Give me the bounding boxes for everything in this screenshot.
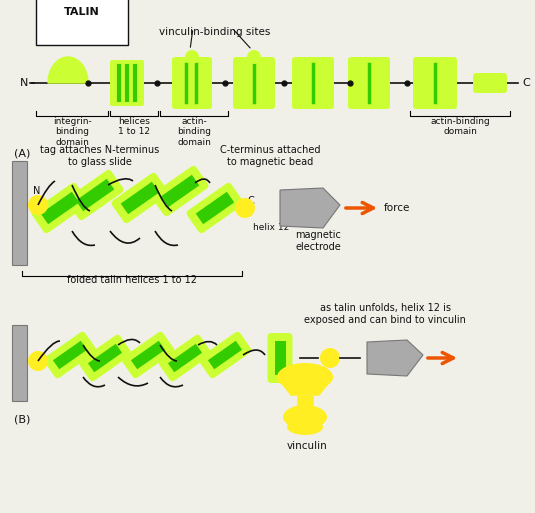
- Text: C: C: [522, 78, 530, 88]
- Bar: [121, 182, 159, 214]
- FancyBboxPatch shape: [413, 57, 457, 109]
- Ellipse shape: [247, 50, 261, 64]
- FancyBboxPatch shape: [292, 57, 334, 109]
- Text: N: N: [20, 78, 28, 88]
- Bar: [53, 341, 87, 369]
- FancyBboxPatch shape: [79, 335, 131, 381]
- Text: C: C: [247, 196, 254, 206]
- Bar: [76, 179, 114, 211]
- Text: vinculin-binding sites: vinculin-binding sites: [159, 27, 271, 37]
- FancyBboxPatch shape: [111, 173, 169, 223]
- Text: folded talin helices 1 to 12: folded talin helices 1 to 12: [67, 275, 197, 285]
- FancyBboxPatch shape: [268, 333, 293, 383]
- Text: TALIN: TALIN: [64, 7, 100, 17]
- Text: force: force: [384, 203, 410, 213]
- Ellipse shape: [28, 195, 48, 215]
- FancyBboxPatch shape: [66, 170, 124, 220]
- FancyBboxPatch shape: [233, 57, 275, 109]
- Ellipse shape: [287, 419, 323, 435]
- Bar: [196, 192, 234, 224]
- FancyBboxPatch shape: [151, 166, 209, 216]
- FancyBboxPatch shape: [44, 332, 96, 378]
- Text: vinculin: vinculin: [287, 441, 327, 451]
- Ellipse shape: [185, 50, 199, 64]
- Polygon shape: [48, 57, 88, 83]
- FancyBboxPatch shape: [110, 60, 144, 106]
- Text: tag attaches N-terminus
to glass slide: tag attaches N-terminus to glass slide: [40, 145, 159, 167]
- Text: helix 12: helix 12: [253, 223, 289, 232]
- FancyBboxPatch shape: [32, 183, 88, 233]
- Text: actin-
binding
domain: actin- binding domain: [177, 117, 211, 147]
- Polygon shape: [280, 188, 340, 228]
- Ellipse shape: [235, 198, 255, 218]
- FancyBboxPatch shape: [473, 73, 507, 93]
- Ellipse shape: [320, 348, 340, 368]
- Polygon shape: [277, 377, 333, 395]
- FancyBboxPatch shape: [187, 183, 243, 233]
- Bar: [160, 175, 200, 207]
- Text: (A): (A): [14, 149, 30, 159]
- Text: helices
1 to 12: helices 1 to 12: [118, 117, 150, 136]
- Bar: [208, 341, 242, 369]
- Bar: [88, 344, 122, 372]
- Bar: [131, 341, 165, 369]
- Text: integrin-
binding
domain: integrin- binding domain: [52, 117, 91, 147]
- FancyBboxPatch shape: [159, 335, 211, 381]
- Polygon shape: [367, 340, 423, 376]
- Text: actin-binding
domain: actin-binding domain: [430, 117, 490, 136]
- Bar: [12, 161, 27, 265]
- Bar: [12, 325, 27, 401]
- FancyBboxPatch shape: [198, 332, 251, 378]
- Ellipse shape: [277, 363, 333, 391]
- Text: (B): (B): [14, 415, 30, 425]
- FancyBboxPatch shape: [348, 57, 390, 109]
- Text: N: N: [33, 186, 41, 196]
- Text: as talin unfolds, helix 12 is
exposed and can bind to vinculin: as talin unfolds, helix 12 is exposed an…: [304, 303, 466, 325]
- Bar: [41, 192, 79, 224]
- Text: C-terminus attached
to magnetic bead: C-terminus attached to magnetic bead: [220, 145, 320, 167]
- Bar: [274, 341, 286, 375]
- Bar: [168, 344, 202, 372]
- Ellipse shape: [28, 351, 48, 371]
- FancyBboxPatch shape: [172, 57, 212, 109]
- Ellipse shape: [283, 405, 327, 429]
- FancyBboxPatch shape: [121, 332, 174, 378]
- Text: magnetic
electrode: magnetic electrode: [295, 230, 341, 251]
